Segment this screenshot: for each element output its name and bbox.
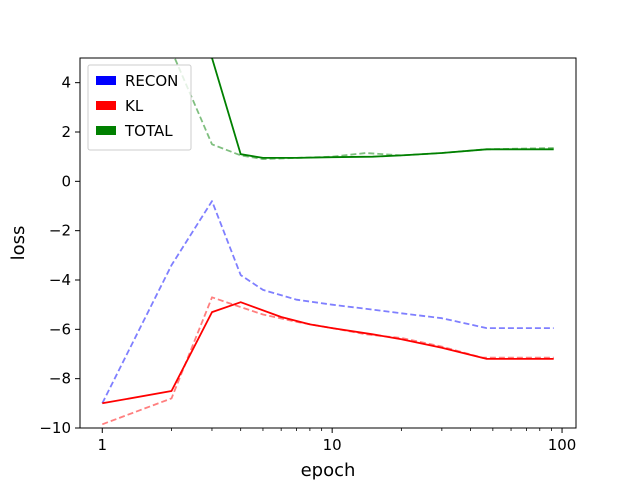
legend: RECON KL TOTAL (87, 64, 192, 151)
x-tick-label: 1 (98, 436, 108, 454)
y-tick-label: 2 (61, 123, 71, 141)
series-line-1-dashed (101, 200, 554, 404)
legend-label: KL (125, 97, 144, 115)
y-axis: −10 −8 −6 −4 −2 0 2 4 (39, 74, 80, 437)
series-line-3-dashed (173, 58, 554, 160)
y-tick-label: −10 (39, 419, 71, 437)
legend-swatch (96, 101, 116, 110)
y-tick-label: −6 (49, 320, 71, 338)
plot-frame (79, 57, 577, 429)
x-axis: 1 10 100 (98, 428, 577, 454)
y-tick-label: −2 (49, 222, 71, 240)
series-layer (101, 58, 554, 426)
legend-label: TOTAL (124, 122, 173, 140)
series-line-4-solid (102, 301, 554, 405)
y-tick-label: 4 (61, 74, 71, 92)
y-tick-label: −8 (49, 370, 71, 388)
series-line-5-solid (208, 58, 554, 159)
y-tick-label: −4 (49, 271, 71, 289)
x-tick-label: 100 (548, 436, 577, 454)
y-tick-label: 0 (61, 172, 71, 190)
x-tick-label: 10 (323, 436, 342, 454)
y-axis-label: loss (8, 226, 29, 261)
legend-swatch (96, 76, 116, 85)
legend-label: RECON (125, 72, 178, 90)
legend-swatch (96, 126, 116, 135)
x-axis-label: epoch (301, 460, 356, 480)
